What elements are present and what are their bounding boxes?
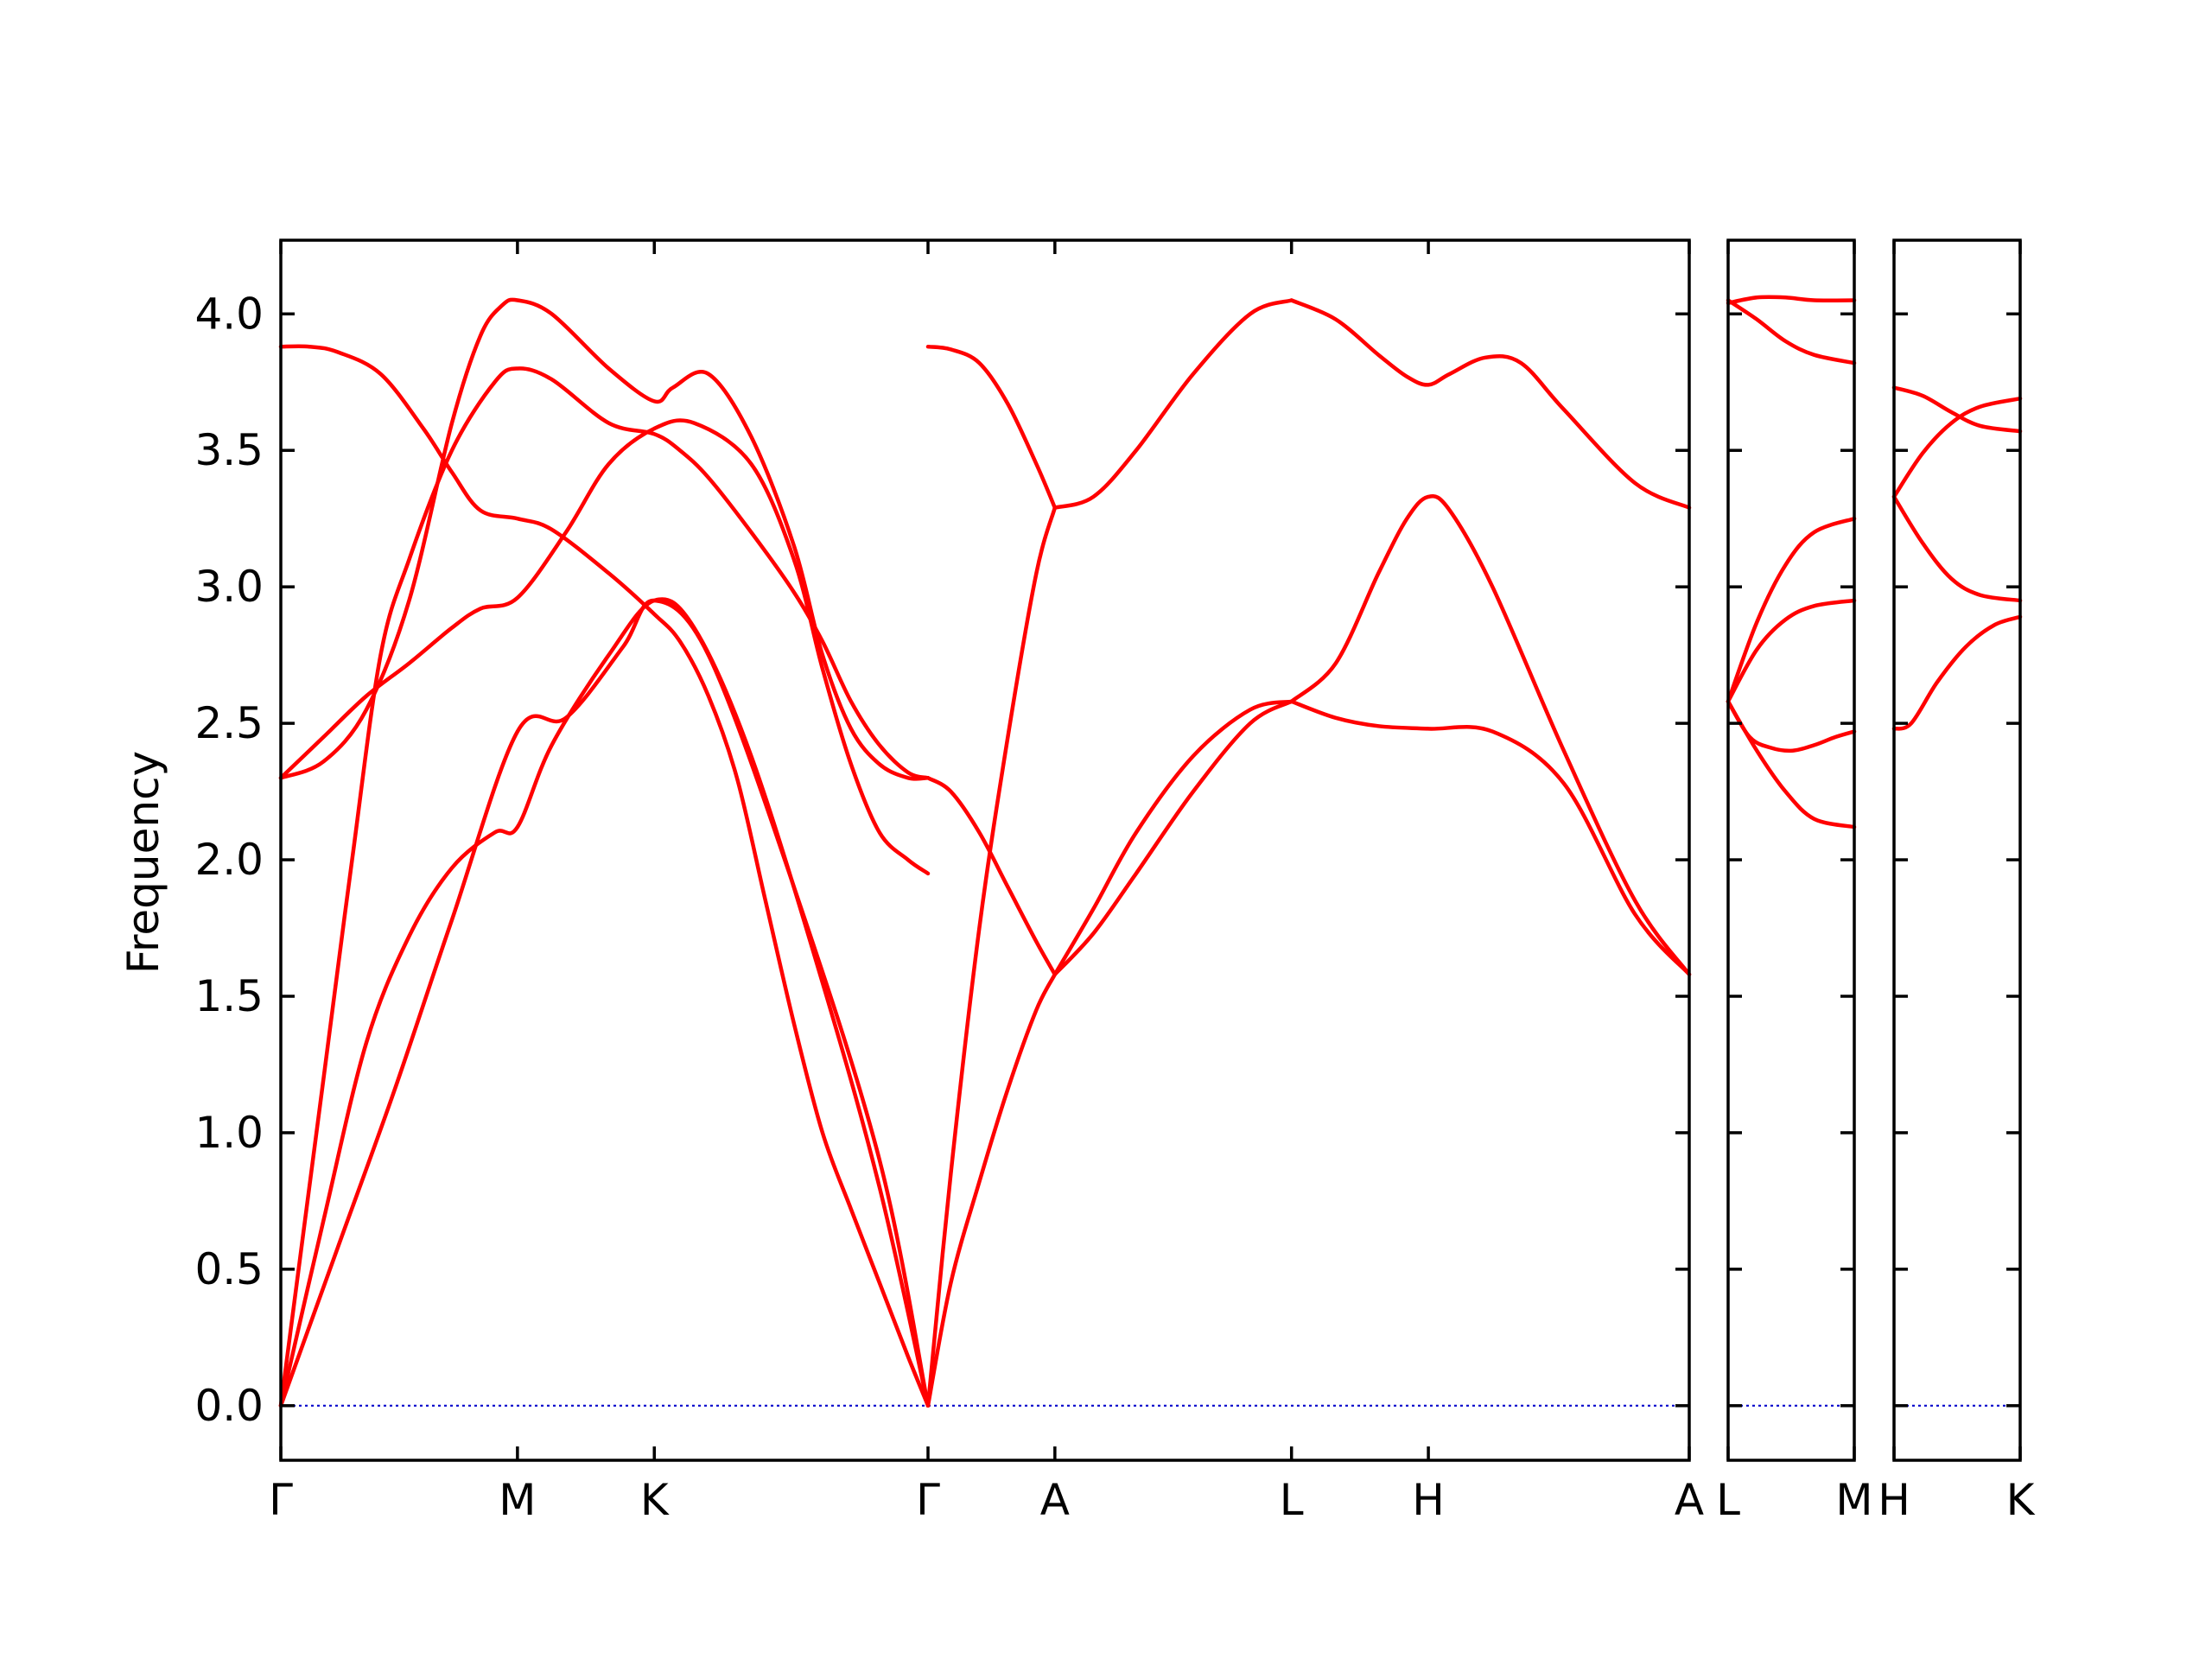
x-tick-label: H xyxy=(1878,1475,1910,1525)
plot-layer: 0.00.51.01.52.02.53.03.54.0Γ M K Γ A L H A L M H K xyxy=(194,238,2036,1525)
y-tick-label: 3.0 xyxy=(194,562,264,612)
x-tick-label: A xyxy=(1675,1475,1704,1525)
band-line-3 xyxy=(1726,598,1857,704)
x-tick-label: L xyxy=(1716,1475,1740,1525)
y-tick-label: 0.0 xyxy=(194,1381,264,1431)
band-line-8 xyxy=(925,776,1058,976)
band-line-12 xyxy=(1052,699,1294,976)
y-tick-label: 2.5 xyxy=(194,698,264,748)
band-line-16 xyxy=(1289,298,1692,510)
y-tick-label: 1.0 xyxy=(194,1108,264,1158)
band-line-5 xyxy=(1726,298,1857,365)
x-tick-label: M xyxy=(499,1475,536,1525)
x-tick-label: A xyxy=(1040,1475,1070,1525)
y-tick-label: 2.0 xyxy=(194,835,264,885)
band-line-2 xyxy=(1726,699,1857,753)
band-line-1 xyxy=(278,598,931,1408)
band-line-2 xyxy=(278,597,931,1408)
axes-frame xyxy=(1726,238,1856,1462)
band-line-15 xyxy=(1289,494,1692,976)
band-line-3 xyxy=(278,366,931,1408)
band-line-4 xyxy=(1891,385,2023,434)
x-tick-label: Γ xyxy=(916,1475,940,1525)
y-axis-label: Frequency xyxy=(118,751,168,974)
y-tick-label: 3.5 xyxy=(194,425,264,475)
band-line-4 xyxy=(1726,516,1857,704)
band-line-14 xyxy=(1289,699,1692,976)
band-line-6 xyxy=(278,418,931,876)
band-line-7 xyxy=(925,972,1058,1408)
x-tick-label: K xyxy=(640,1475,670,1525)
x-tick-label: Γ xyxy=(269,1475,293,1525)
x-tick-label: K xyxy=(2006,1475,2036,1525)
band-line-10 xyxy=(925,344,1058,510)
x-tick-label: L xyxy=(1280,1475,1304,1525)
axes-frame xyxy=(279,238,1691,1462)
band-line-1 xyxy=(1726,699,1857,830)
axes-frame xyxy=(1892,238,2022,1462)
band-line-6 xyxy=(1726,295,1857,305)
x-tick-label: M xyxy=(1835,1475,1872,1525)
y-tick-label: 1.5 xyxy=(194,971,264,1021)
band-line-3 xyxy=(1891,396,2023,499)
band-line-1 xyxy=(1891,614,2023,731)
band-line-11 xyxy=(1052,699,1294,976)
band-line-2 xyxy=(1891,494,2023,603)
band-line-4 xyxy=(278,297,931,781)
panel-1: 0.0 0.5 1.0 1.5 2.0 2.5 3.0 3.5 4.0 Γ M K Γ A L H A xyxy=(194,238,1704,1525)
y-tick-label: 0.5 xyxy=(194,1244,264,1294)
x-tick-label: H xyxy=(1412,1475,1445,1525)
band-line-9 xyxy=(925,505,1058,1408)
band-line-13 xyxy=(1052,298,1294,510)
y-tick-label: 4.0 xyxy=(194,289,264,339)
band-line-5 xyxy=(278,344,931,1408)
